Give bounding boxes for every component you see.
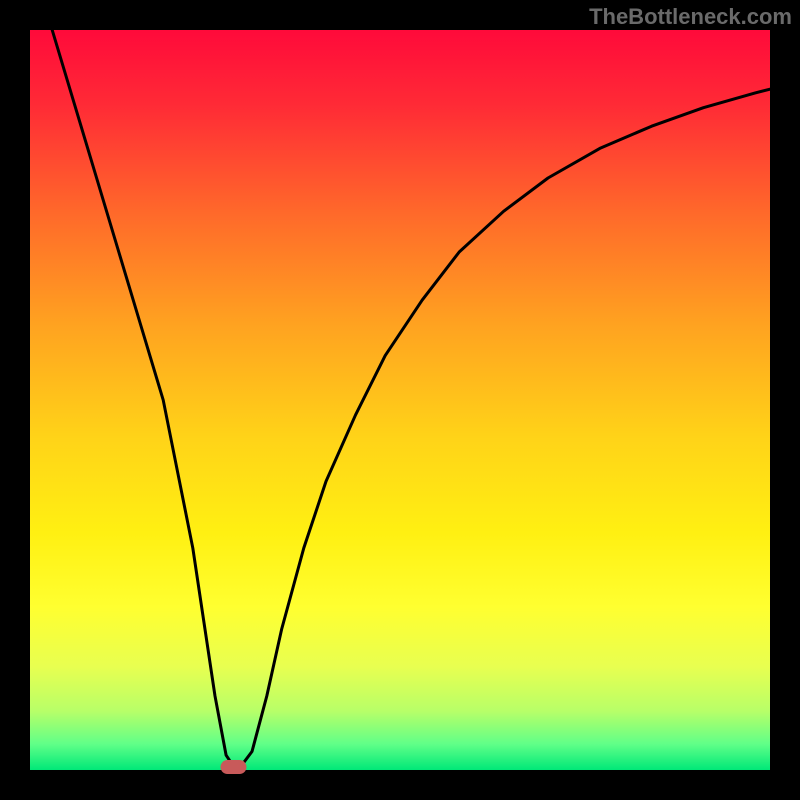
optimum-marker: [221, 760, 247, 774]
watermark-text: TheBottleneck.com: [589, 4, 792, 30]
chart-container: TheBottleneck.com: [0, 0, 800, 800]
chart-background: [30, 30, 770, 770]
bottleneck-chart: [0, 0, 800, 800]
